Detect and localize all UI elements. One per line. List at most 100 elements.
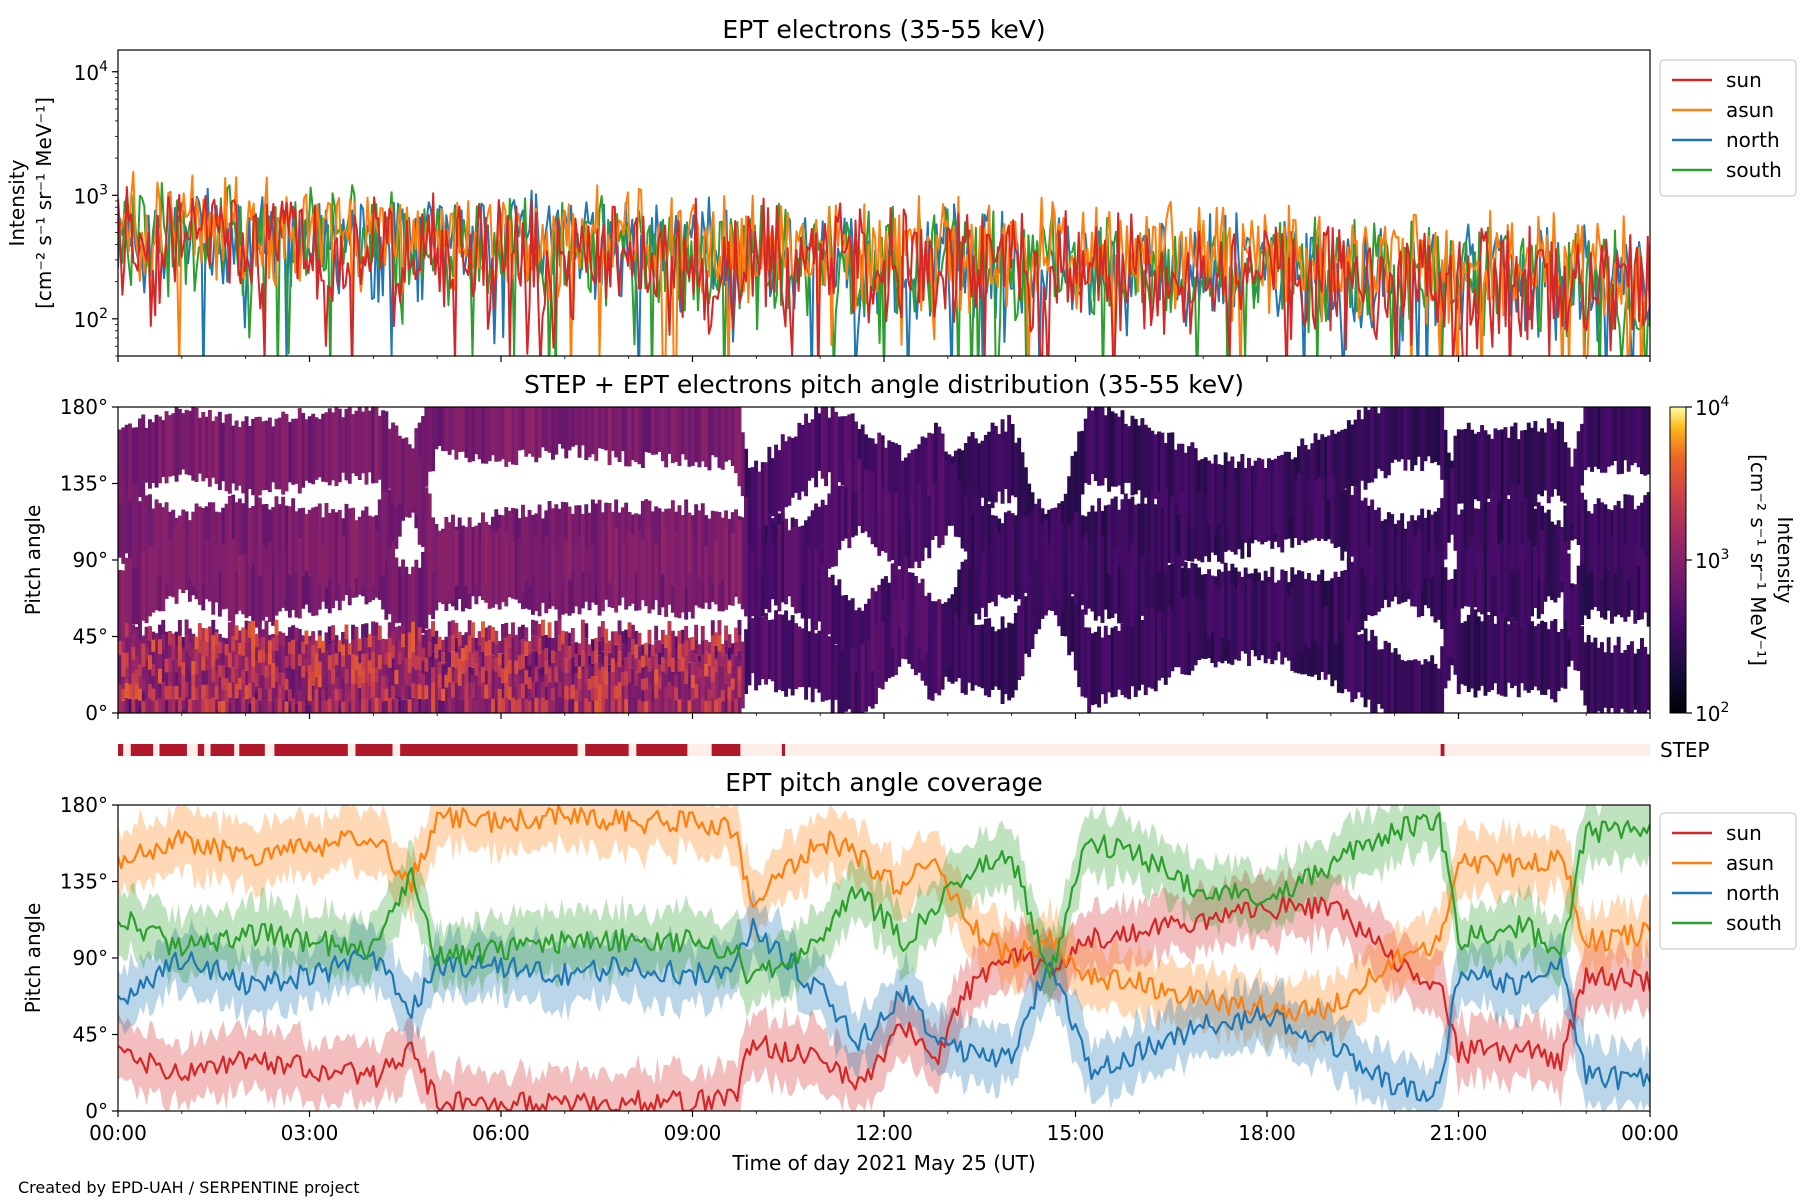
coverage-panel: EPT pitch angle coverage 0° 45° 90° 135° 180… — [21, 768, 1797, 1175]
intensity-title: EPT electrons (35-55 keV) — [722, 15, 1045, 44]
intensity-ytick-label: 104 — [74, 59, 108, 85]
coverage-line-asun — [118, 805, 1650, 1022]
coverage-ylabel: Pitch angle — [21, 903, 45, 1014]
coverage-y-ticks: 0° 45° 90° 135° 180° — [60, 793, 118, 1123]
pad-heatmap-cells — [121, 407, 742, 713]
pad-heatmap-cells — [121, 620, 742, 713]
coverage-line-sun — [118, 894, 1650, 1111]
coverage-legend: sun asun north south — [1659, 812, 1797, 950]
step-on-segment — [210, 744, 235, 756]
intensity-line-sun — [118, 186, 1650, 356]
pad-heatmap-cells — [947, 407, 1650, 713]
pad-ytick-label: 0° — [85, 701, 108, 725]
pad-ytick-label: 135° — [60, 472, 108, 496]
step-on-segment — [585, 744, 629, 756]
colorbar-tick-label-base: 10 — [1695, 702, 1720, 726]
pad-ytick-label: 90° — [73, 548, 108, 572]
intensity-ytick-label-exp: 2 — [99, 306, 108, 322]
coverage-xtick-label: 00:00 — [89, 1121, 147, 1145]
legend-label-sun: sun — [1726, 68, 1762, 92]
legend-box — [1659, 59, 1797, 197]
step-on-segment — [274, 744, 348, 756]
pad-ytick-label: 45° — [73, 625, 108, 649]
intensity-ytick-label: 102 — [74, 306, 108, 332]
coverage-xtick-label: 21:00 — [1430, 1121, 1488, 1145]
step-on-segment — [239, 744, 265, 756]
pad-heatmap-cells — [744, 407, 1650, 713]
colorbar-tick-label: 104 — [1695, 394, 1729, 420]
intensity-ytick-label-exp: 3 — [99, 182, 108, 198]
coverage-ytick-label: 90° — [73, 946, 108, 970]
pad-ytick-label: 180° — [60, 395, 108, 419]
coverage-series-group — [118, 805, 1650, 1111]
pad-heatmap-cells — [131, 621, 742, 713]
intensity-ytick-label-exp: 4 — [99, 59, 108, 75]
legend-label-asun: asun — [1726, 851, 1774, 875]
intensity-ytick-label-base: 10 — [74, 61, 99, 85]
coverage-xtick-label: 18:00 — [1238, 1121, 1296, 1145]
pad-heatmap-cells — [118, 407, 739, 713]
coverage-xtick-label: 06:00 — [472, 1121, 530, 1145]
step-on-segment — [781, 744, 786, 756]
pad-y-ticks: 0° 45° 90° 135° 180° — [60, 395, 118, 725]
colorbar-tick-label-exp: 2 — [1720, 700, 1729, 716]
coverage-xlabel: Time of day 2021 May 25 (UT) — [731, 1151, 1035, 1175]
intensity-legend: sun asun north south — [1659, 59, 1797, 197]
pad-heatmap-cells — [121, 407, 745, 713]
pad-heatmap-cells — [118, 407, 742, 713]
step-on-segment — [355, 744, 393, 756]
coverage-xtick-label: 15:00 — [1047, 1121, 1105, 1145]
colorbar-tick-label-exp: 4 — [1720, 394, 1729, 410]
step-segments — [118, 744, 1445, 756]
coverage-x-ticks: 00:00 03:00 06:00 09:00 12:00 15:00 18:00 21:00… — [89, 1111, 1679, 1145]
step-on-segment — [636, 744, 688, 756]
step-on-segment — [118, 744, 124, 756]
pad-panel: STEP + EPT electrons pitch angle distrib… — [21, 370, 1797, 726]
step-on-segment — [711, 744, 741, 756]
coverage-band-sun — [118, 861, 1650, 1111]
step-panel: STEP — [118, 738, 1710, 762]
colorbar-label-line1: Intensity — [1773, 516, 1797, 603]
intensity-ytick-label-base: 10 — [74, 308, 99, 332]
legend-label-asun: asun — [1726, 98, 1774, 122]
intensity-series-group — [118, 170, 1650, 356]
pad-heatmap-cells — [754, 407, 1648, 713]
intensity-ytick-label-base: 10 — [74, 184, 99, 208]
legend-box — [1659, 812, 1797, 950]
step-on-segment — [130, 744, 154, 756]
legend-label-south: south — [1726, 158, 1782, 182]
intensity-ylabel-line1: Intensity — [5, 159, 29, 246]
colorbar-tick-label: 102 — [1695, 700, 1729, 726]
colorbar-tick-label: 103 — [1695, 547, 1729, 573]
step-on-segment — [197, 744, 205, 756]
pad-heatmap-cells — [957, 407, 1641, 713]
pad-x-ticks — [117, 713, 1651, 719]
coverage-xtick-label: 00:00 — [1621, 1121, 1679, 1145]
intensity-ylabel-line2: [cm⁻² s⁻¹ sr⁻¹ MeV⁻¹] — [32, 97, 56, 309]
colorbar-label-line2: [cm⁻² s⁻¹ sr⁻¹ MeV⁻¹] — [1746, 454, 1770, 666]
legend-label-north: north — [1726, 881, 1780, 905]
pad-heatmap-cells — [118, 621, 739, 713]
coverage-xtick-label: 12:00 — [855, 1121, 913, 1145]
pad-heatmap-cells — [127, 624, 735, 713]
pad-heatmap-group — [118, 407, 1650, 713]
pad-ylabel: Pitch angle — [21, 505, 45, 616]
colorbar-tick-label-exp: 3 — [1720, 547, 1729, 563]
intensity-ytick-label: 103 — [74, 182, 108, 208]
step-label: STEP — [1660, 738, 1710, 762]
legend-label-sun: sun — [1726, 821, 1762, 845]
legend-label-north: north — [1726, 128, 1780, 152]
pad-heatmap-cells — [124, 619, 739, 713]
coverage-xtick-label: 09:00 — [664, 1121, 722, 1145]
coverage-ytick-label: 0° — [85, 1099, 108, 1123]
intensity-x-ticks — [117, 356, 1651, 362]
pad-heatmap-cells — [134, 619, 722, 713]
legend-label-south: south — [1726, 911, 1782, 935]
step-on-segment — [159, 744, 187, 756]
coverage-xtick-label: 03:00 — [281, 1121, 339, 1145]
pad-title: STEP + EPT electrons pitch angle distrib… — [524, 370, 1244, 399]
